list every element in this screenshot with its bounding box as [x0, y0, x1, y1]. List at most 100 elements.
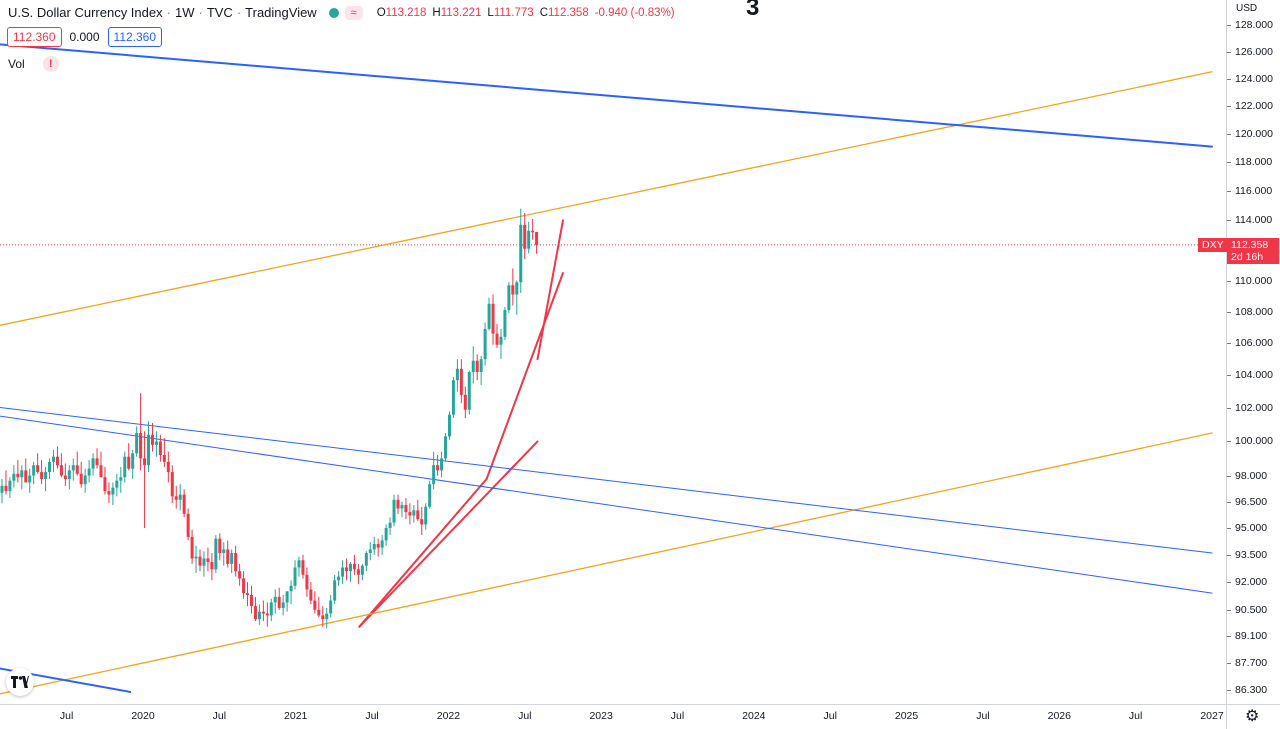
candle-body [210, 562, 214, 570]
candle-body [55, 456, 59, 466]
candle-body [4, 485, 8, 492]
candle-body [499, 336, 503, 345]
candle-body [380, 540, 384, 548]
warning-icon[interactable]: ! [42, 56, 59, 72]
volume-indicator-legend[interactable]: Vol ! [8, 56, 59, 72]
trade-buttons: 112.360 0.000 112.360 [7, 27, 163, 47]
candle-body [356, 569, 360, 575]
symbol-name[interactable]: U.S. Dollar Currency Index [8, 5, 163, 20]
chart-plot-area[interactable]: U.S. Dollar Currency Index · 1W · TVC · … [0, 0, 1226, 704]
candle-body [71, 465, 75, 471]
price-tick-mark [1227, 280, 1231, 282]
candle-body [40, 472, 44, 479]
candle-body [32, 465, 36, 476]
price-chart-svg[interactable] [0, 0, 1226, 704]
candle-body [285, 591, 289, 603]
candle-body [301, 560, 305, 575]
candle-body [230, 553, 234, 564]
price-tick-mark [1227, 191, 1231, 193]
price-tick-mark [1227, 162, 1231, 164]
candle-body [384, 527, 388, 541]
sell-price-button[interactable]: 112.360 [7, 27, 62, 47]
time-tick-label: 2027 [1200, 710, 1224, 722]
candle-body [234, 553, 238, 572]
ohlc-value: 113.218 [385, 6, 427, 19]
candle-body [36, 465, 40, 473]
candle-body [99, 465, 103, 478]
price-tick-mark [1227, 343, 1231, 345]
candle-body [455, 368, 459, 381]
trend-line-red [358, 440, 539, 628]
price-tick-mark [1227, 441, 1231, 443]
price-tick-label: 126.000 [1235, 45, 1273, 58]
price-tick-label: 116.000 [1235, 185, 1273, 198]
candle-body [471, 360, 475, 373]
market-status-dot-icon[interactable] [328, 7, 339, 18]
candle-body [400, 505, 404, 509]
interval-label[interactable]: 1W [174, 5, 195, 20]
price-tick-mark [1227, 78, 1231, 80]
candle-body [392, 499, 396, 523]
candle-body [376, 544, 380, 548]
candle-body [20, 470, 24, 478]
trend-line-red [358, 477, 488, 628]
settings-corner: ⚙ [1226, 704, 1280, 729]
buy-price-button[interactable]: 112.360 [107, 27, 163, 47]
candle-body [293, 567, 297, 586]
symbol-legend: U.S. Dollar Currency Index · 1W · TVC · … [8, 5, 681, 20]
price-tick-label: 95.000 [1235, 521, 1268, 534]
price-scale[interactable]: USD 128.000 126.000 124.000 122.000 120.000 1… [1198, 0, 1280, 704]
ohlc-key: O [376, 6, 386, 19]
candle-body [305, 574, 309, 590]
candle-body [44, 472, 48, 479]
trend-line-red [536, 219, 564, 361]
candle-body [12, 473, 16, 481]
candle-body [242, 578, 246, 594]
time-tick-label: Jul [365, 710, 379, 722]
candle-body [309, 589, 313, 601]
price-tick-mark [1227, 690, 1231, 691]
candle-body [428, 484, 432, 507]
candle-body [459, 368, 463, 395]
price-tick-mark [1227, 636, 1231, 638]
candle-body [424, 506, 428, 525]
gear-icon[interactable]: ⚙ [1245, 708, 1260, 725]
exchange-label: TVC [206, 5, 233, 20]
candle-body [360, 565, 364, 575]
currency-label[interactable]: USD [1236, 3, 1258, 14]
price-tick-label: 90.500 [1235, 603, 1268, 616]
candle-body [511, 285, 515, 295]
candle-body [226, 549, 230, 564]
price-tick-label: 124.000 [1235, 72, 1273, 85]
ohlc-value: 111.773 [493, 6, 534, 19]
price-tick-label: 89.100 [1235, 630, 1268, 643]
price-tick-mark [1227, 220, 1231, 222]
price-tick-label: 86.300 [1235, 684, 1268, 696]
candle-body [135, 433, 139, 454]
candle-body [107, 491, 111, 495]
source-label: TradingView [245, 5, 317, 20]
trend-line-blue [0, 43, 1213, 148]
candle-body [277, 596, 281, 608]
candle-body [48, 461, 52, 473]
price-tick-mark [1227, 554, 1231, 556]
candle-body [150, 434, 154, 445]
candle-body [178, 494, 182, 500]
candle-body [59, 465, 63, 476]
candle-body [127, 456, 131, 469]
candle-body [479, 359, 483, 373]
candle-body [111, 487, 115, 495]
candle-body [345, 567, 349, 572]
trend-line-red [485, 272, 564, 480]
tradingview-logo-icon[interactable] [6, 668, 34, 696]
spread-value: 0.000 [69, 30, 100, 44]
annotation-text: 3 [746, 0, 760, 21]
candle-body [119, 477, 123, 481]
time-scale[interactable]: Jul 2020 Jul 2021 Jul 2022 Jul 2023 Jul 2024 Jul 20… [0, 704, 1226, 729]
candle-body [182, 494, 186, 514]
volume-label: Vol [8, 57, 25, 71]
waves-icon[interactable]: ≈ [344, 5, 363, 20]
candle-body [352, 563, 356, 570]
candle-body [206, 558, 210, 563]
candle-body [103, 477, 107, 492]
